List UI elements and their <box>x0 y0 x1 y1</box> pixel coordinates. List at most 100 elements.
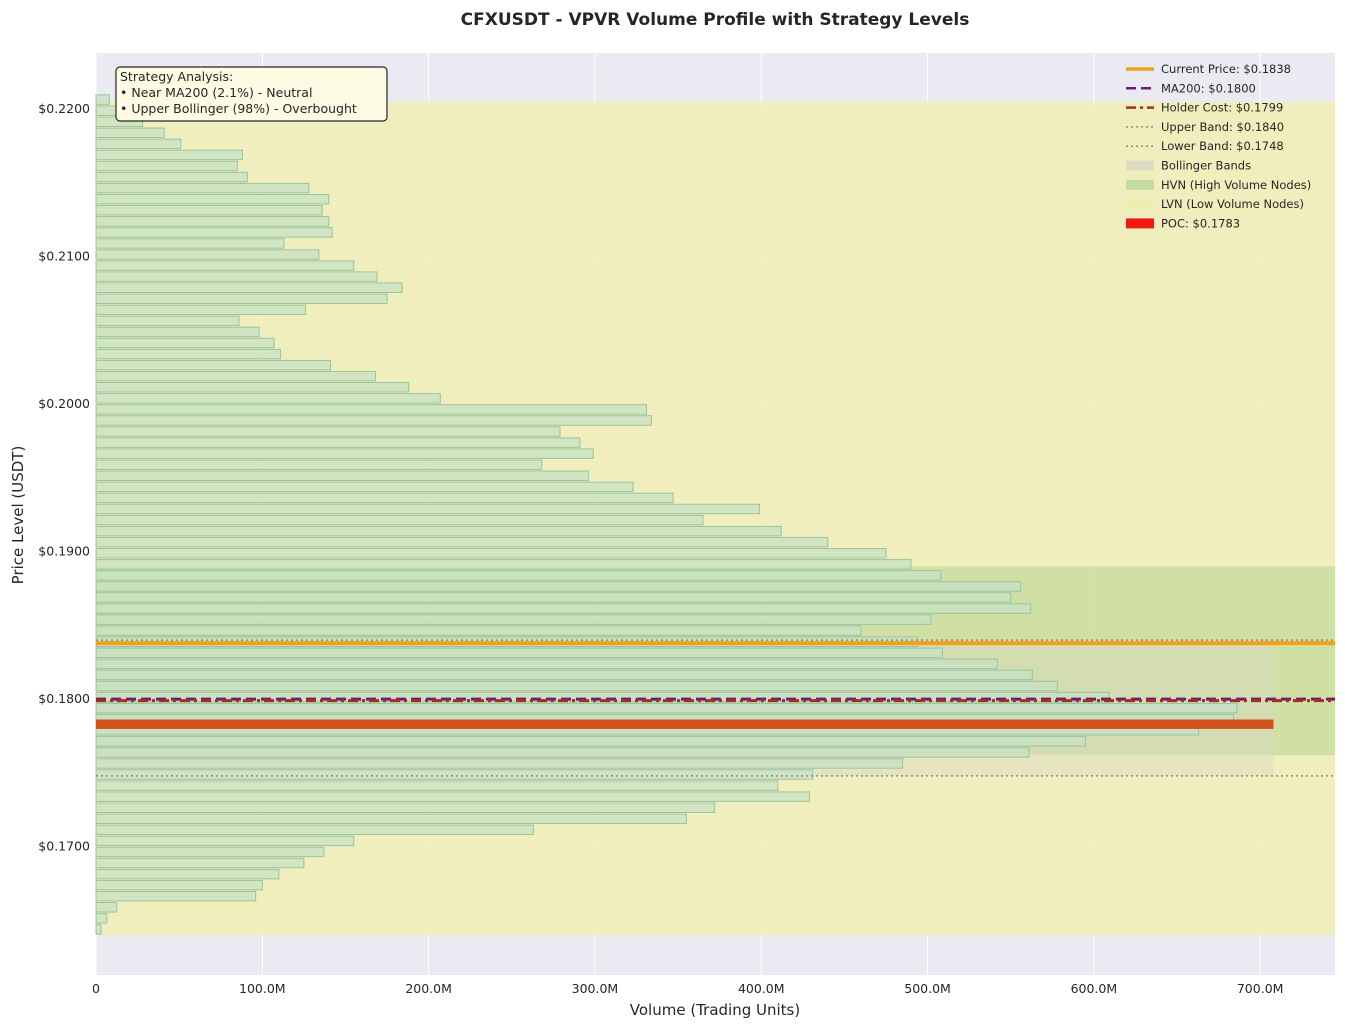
volume-bar-33 <box>95 559 912 570</box>
volume-bar-35 <box>95 536 829 548</box>
volume-bar-43 <box>95 448 594 459</box>
volume-bar-17 <box>95 736 1087 747</box>
legend-swatch-patch <box>1126 218 1154 229</box>
volume-bar-34 <box>95 548 887 559</box>
y-axis-label: Price Level (USDT) <box>9 446 27 585</box>
volume-bar-13 <box>95 780 779 791</box>
volume-bar-1 <box>95 913 108 924</box>
volume-bar-6 <box>95 857 305 869</box>
volume-bar-64 <box>95 216 330 227</box>
legend-entry-label: HVN (High Volume Nodes) <box>1161 178 1311 192</box>
volume-bar-62 <box>95 238 285 249</box>
volume-bar-49 <box>95 382 410 393</box>
volume-bar-59 <box>95 271 378 282</box>
volume-bar-27 <box>95 625 862 636</box>
volume-bar-5 <box>95 868 280 880</box>
volume-bar-22 <box>95 680 1058 692</box>
y-tick-label: $0.2000 <box>38 396 90 411</box>
volume-bar-42 <box>95 459 543 470</box>
legend-swatch-patch <box>1126 160 1154 171</box>
volume-bar-39 <box>95 492 674 504</box>
legend-entry-label: Current Price: $0.1838 <box>1161 62 1291 76</box>
volume-bar-66 <box>95 193 330 205</box>
volume-bar-7 <box>95 846 325 858</box>
volume-bar-65 <box>95 205 323 216</box>
volume-bar-8 <box>95 835 355 847</box>
x-tick-label: 600.0M <box>1071 981 1118 996</box>
volume-bar-20 <box>95 702 1238 714</box>
legend-entry-label: Bollinger Bands <box>1161 159 1251 173</box>
volume-bar-0 <box>95 924 102 935</box>
volume-bar-75 <box>95 94 110 105</box>
strategy-analysis-line: • Near MA200 (2.1%) - Neutral <box>120 85 312 100</box>
volume-bar-69 <box>95 160 238 172</box>
volume-bar-40 <box>95 481 634 493</box>
volume-bar-29 <box>95 603 1032 614</box>
x-tick-label: 700.0M <box>1237 981 1284 996</box>
volume-bar-28 <box>95 614 932 625</box>
y-tick-label: $0.1900 <box>38 544 90 559</box>
volume-bar-32 <box>95 570 942 581</box>
volume-bars <box>95 94 1274 935</box>
x-tick-label: 500.0M <box>904 981 951 996</box>
volume-bar-3 <box>95 890 257 902</box>
strategy-level-lines <box>96 639 1335 777</box>
legend-swatch-patch <box>1126 199 1154 210</box>
legend-entry-label: Upper Band: $0.1840 <box>1161 120 1284 134</box>
volume-bar-44 <box>95 437 581 448</box>
volume-bar-67 <box>95 182 310 194</box>
volume-bar-72 <box>95 127 165 139</box>
legend-entry-label: POC: $0.1783 <box>1161 216 1240 230</box>
volume-bar-74 <box>95 105 117 116</box>
volume-bar-38 <box>95 503 761 515</box>
strategy-analysis-line: Strategy Analysis: <box>120 69 233 84</box>
volume-bar-11 <box>95 802 716 813</box>
volume-bar-12 <box>95 791 810 802</box>
volume-bar-58 <box>95 282 403 293</box>
poc-bar <box>96 719 1274 729</box>
y-tick-label: $0.1700 <box>38 839 90 854</box>
volume-bar-57 <box>95 293 388 305</box>
legend-swatch-patch <box>1126 179 1154 190</box>
volume-bar-4 <box>95 879 263 891</box>
axis-ticks: 0 100.0M 200.0M 300.0M 400.0M 500.0M 600.0M 700… <box>38 101 1283 996</box>
volume-bar-16 <box>95 747 1030 758</box>
volume-bar-46 <box>95 415 652 426</box>
y-tick-label: $0.2200 <box>38 101 90 116</box>
volume-bar-15 <box>95 758 904 769</box>
volume-bar-37 <box>95 514 704 526</box>
volume-bar-63 <box>95 227 333 238</box>
legend-entry-label: LVN (Low Volume Nodes) <box>1161 197 1304 211</box>
volume-bar-56 <box>95 304 307 316</box>
y-tick-label: $0.2100 <box>38 249 90 264</box>
volume-bar-45 <box>95 426 561 437</box>
volume-bar-70 <box>95 149 243 161</box>
strategy-analysis-box-bg <box>115 66 388 122</box>
volume-bar-60 <box>95 260 355 271</box>
legend: Current Price: $0.1838 MA200: $0.1800 Hold… <box>1126 62 1311 230</box>
legend-entry-label: Lower Band: $0.1748 <box>1161 139 1284 153</box>
volume-bar-23 <box>95 669 1033 681</box>
volume-bar-71 <box>95 138 182 150</box>
volume-bar-2 <box>95 902 118 913</box>
chart-title: CFXUSDT - VPVR Volume Profile with Strat… <box>461 10 970 30</box>
x-tick-label: 400.0M <box>738 981 785 996</box>
x-tick-label: 100.0M <box>239 981 286 996</box>
volume-bar-52 <box>95 348 282 360</box>
strategy-analysis-line: • Upper Bollinger (98%) - Overbought <box>120 101 357 116</box>
volume-bar-36 <box>95 525 782 537</box>
x-tick-label: 0 <box>92 981 100 996</box>
legend-entry-label: Holder Cost: $0.1799 <box>1161 101 1283 115</box>
volume-bar-51 <box>95 359 331 371</box>
strategy-analysis-box: Strategy Analysis:• Near MA200 (2.1%) - … <box>115 66 388 122</box>
x-tick-label: 300.0M <box>572 981 619 996</box>
volume-bar-24 <box>95 658 998 670</box>
y-tick-label: $0.1800 <box>38 691 90 706</box>
volume-bar-10 <box>95 813 687 825</box>
x-axis-label: Volume (Trading Units) <box>630 1001 800 1019</box>
volume-bar-25 <box>95 647 944 659</box>
volume-bar-48 <box>95 393 441 404</box>
x-tick-label: 200.0M <box>405 981 452 996</box>
volume-bar-14 <box>95 769 814 780</box>
